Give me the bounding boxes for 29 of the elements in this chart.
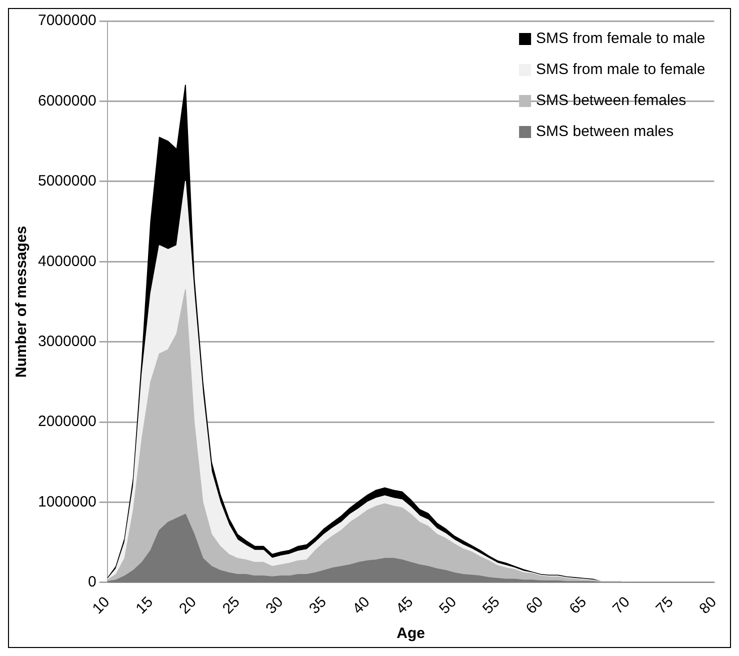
- x-tick-label: 60: [522, 594, 547, 618]
- x-tick-label: 75: [652, 594, 677, 618]
- y-tick-label: 5000000: [38, 172, 96, 190]
- x-tick-label: 35: [306, 594, 330, 618]
- x-tick-label: 20: [176, 594, 200, 618]
- x-tick-label: 25: [219, 594, 244, 618]
- x-tick-label: 30: [262, 594, 287, 618]
- legend-label: SMS between females: [536, 92, 686, 110]
- y-tick-label: 2000000: [38, 413, 96, 430]
- x-tick-label: 15: [132, 594, 156, 618]
- x-tick-label: 45: [392, 594, 417, 618]
- y-tick-label: 1000000: [38, 493, 96, 510]
- x-tick-label: 80: [696, 594, 720, 618]
- y-tick-label: 0: [88, 574, 96, 591]
- y-axis-title: Number of messages: [13, 226, 30, 378]
- x-tick-label: 65: [566, 594, 590, 618]
- x-tick-label: 40: [349, 594, 374, 618]
- x-tick-label: 55: [479, 594, 504, 618]
- x-tick-label: 50: [436, 594, 460, 618]
- y-tick-label: 4000000: [38, 252, 96, 270]
- x-tick-label: 10: [89, 594, 114, 618]
- y-tick-label: 3000000: [38, 332, 96, 350]
- x-tick-label: 70: [610, 594, 634, 618]
- y-tick-label: 7000000: [38, 12, 96, 30]
- legend-label: SMS between males: [536, 123, 674, 140]
- legend-label: SMS from female to male: [536, 30, 706, 48]
- y-tick-label: 6000000: [38, 92, 96, 110]
- legend-label: SMS from male to female: [536, 61, 706, 78]
- x-axis-title: Age: [396, 625, 426, 642]
